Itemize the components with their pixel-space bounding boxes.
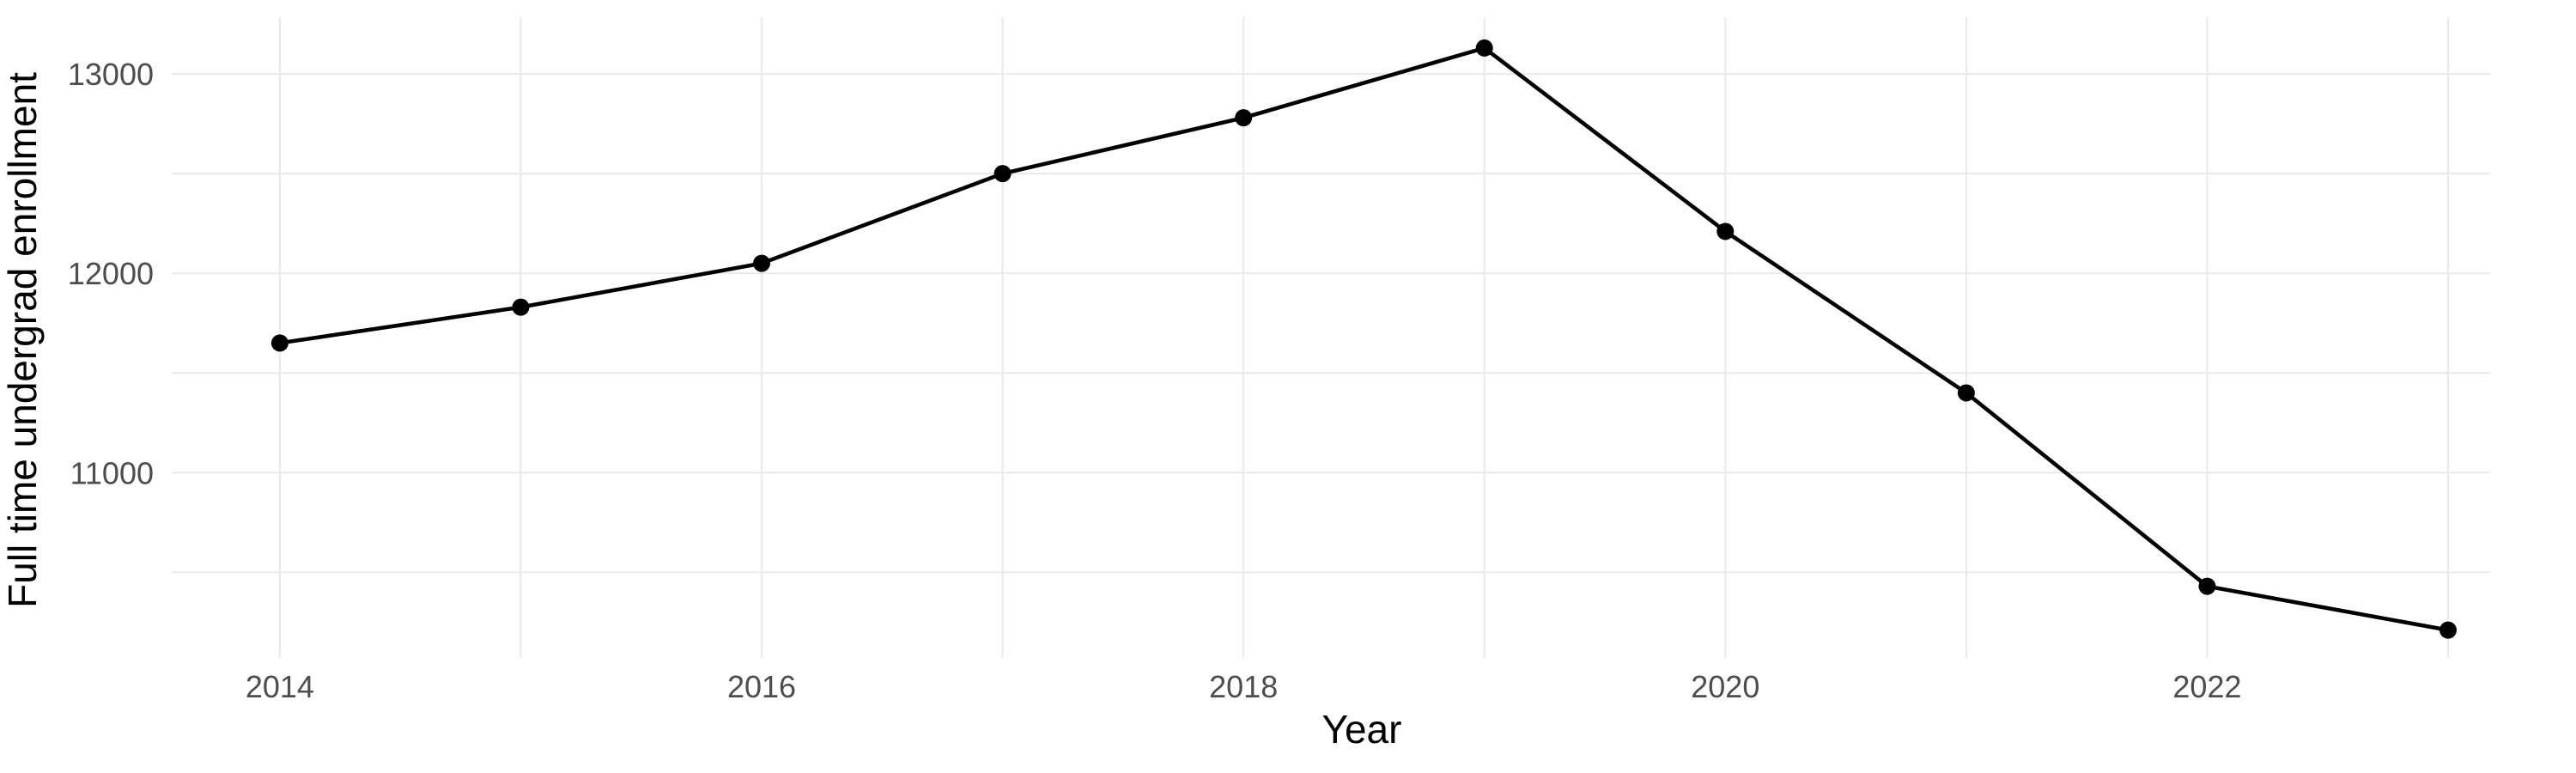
svg-text:2016: 2016 (727, 669, 796, 704)
svg-text:Full time undergrad enrollment: Full time undergrad enrollment (0, 72, 45, 608)
svg-text:2018: 2018 (1209, 669, 1278, 704)
svg-text:Year: Year (1322, 707, 1402, 752)
svg-text:13000: 13000 (68, 57, 154, 92)
svg-text:11000: 11000 (70, 455, 154, 490)
svg-text:2014: 2014 (246, 669, 314, 704)
svg-text:2022: 2022 (2172, 669, 2241, 704)
svg-text:12000: 12000 (68, 256, 154, 291)
svg-text:2020: 2020 (1691, 669, 1759, 704)
